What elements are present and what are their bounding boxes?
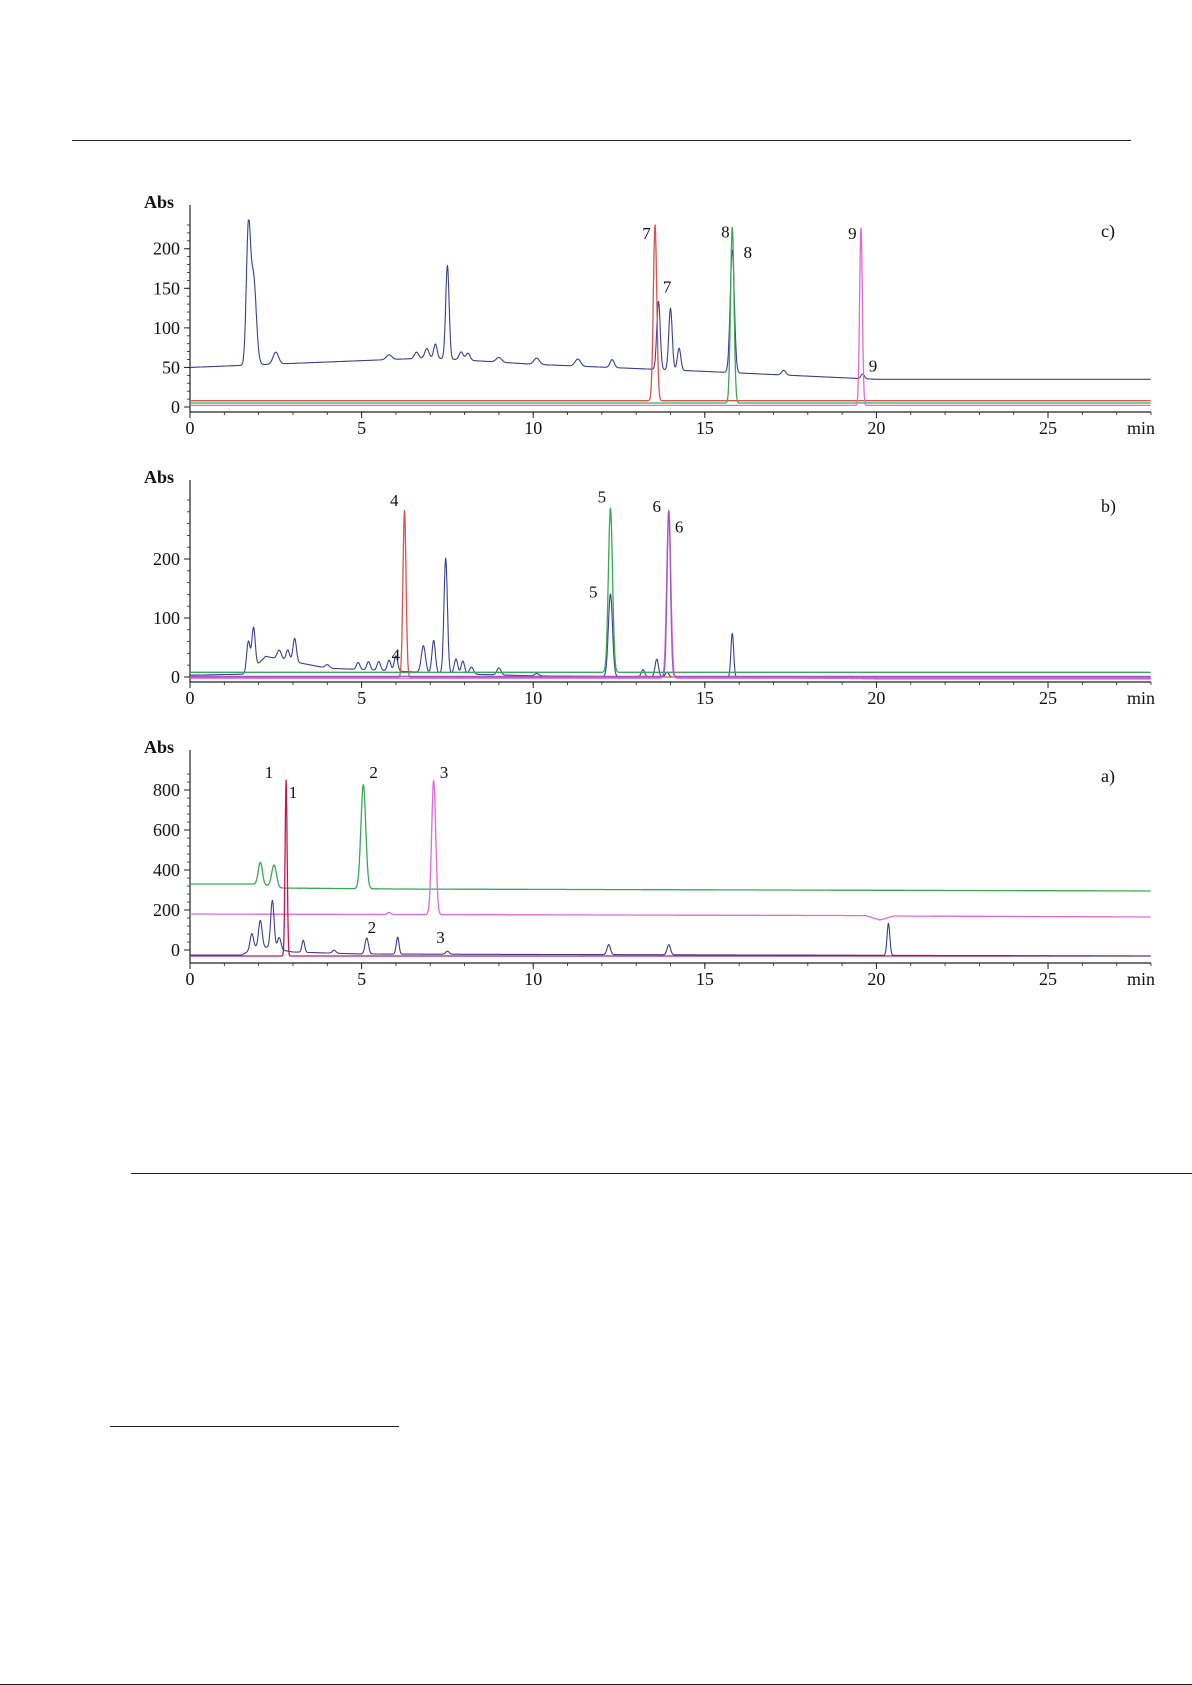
x-tick-label: 5 — [357, 688, 366, 708]
peak-label: 8 — [743, 243, 752, 262]
trace-line — [189, 779, 1151, 957]
x-tick-label: 25 — [1039, 969, 1057, 989]
y-tick-label: 100 — [153, 608, 180, 628]
peak-label: 6 — [653, 497, 662, 516]
y-tick-label: 600 — [153, 820, 180, 840]
x-tick-label: 25 — [1039, 688, 1057, 708]
y-tick-label: 0 — [171, 397, 180, 417]
y-tick-label: 400 — [153, 860, 180, 880]
trace-line — [189, 219, 1151, 380]
trace-line — [189, 226, 1151, 404]
peak-label: 4 — [392, 645, 401, 664]
trace-line — [189, 784, 1151, 892]
y-tick-label: 0 — [171, 940, 180, 960]
y-axis-title: Abs — [144, 192, 174, 212]
peak-label: 1 — [265, 763, 274, 782]
peak-label: 8 — [721, 223, 730, 242]
x-tick-label: 15 — [696, 688, 714, 708]
x-tick-label: 10 — [524, 969, 542, 989]
x-tick-label: 20 — [867, 969, 885, 989]
trace-line — [189, 507, 1151, 673]
y-tick-label: 100 — [153, 318, 180, 338]
y-tick-label: 0 — [171, 667, 180, 687]
y-axis-title: Abs — [144, 467, 174, 487]
x-tick-label: 0 — [186, 418, 195, 438]
peak-label: 9 — [848, 224, 857, 243]
x-tick-label: 20 — [867, 688, 885, 708]
y-tick-label: 800 — [153, 780, 180, 800]
peak-label: 9 — [869, 356, 878, 375]
peak-label: 3 — [440, 763, 449, 782]
y-tick-label: 200 — [153, 900, 180, 920]
x-tick-label: 5 — [357, 418, 366, 438]
footnote-rule — [110, 1426, 399, 1427]
x-tick-label: 15 — [696, 969, 714, 989]
trace-line — [189, 227, 1151, 407]
peak-label: 5 — [589, 582, 598, 601]
peak-label: 7 — [663, 277, 672, 296]
x-tick-label: 10 — [524, 688, 542, 708]
peak-label: 2 — [369, 763, 378, 782]
peak-label: 6 — [675, 517, 684, 536]
x-tick-label: 25 — [1039, 418, 1057, 438]
x-tick-label: 0 — [186, 969, 195, 989]
caption-rule — [131, 1173, 1192, 1174]
peak-label: 1 — [289, 783, 298, 802]
trace-line — [189, 779, 1151, 921]
panel-label: c) — [1101, 221, 1115, 242]
peak-label: 3 — [436, 928, 445, 947]
y-tick-label: 150 — [153, 278, 180, 298]
peak-label: 4 — [390, 491, 399, 510]
peak-label: 2 — [368, 918, 377, 937]
trace-line — [189, 224, 1151, 402]
x-tick-label: 10 — [524, 418, 542, 438]
x-axis-title: min — [1127, 418, 1155, 438]
x-axis-title: min — [1127, 969, 1155, 989]
y-tick-label: 50 — [162, 357, 180, 377]
panel-label: b) — [1101, 496, 1116, 517]
x-axis-title: min — [1127, 688, 1155, 708]
peak-label: 7 — [642, 224, 651, 243]
y-tick-label: 200 — [153, 239, 180, 259]
x-tick-label: 15 — [696, 418, 714, 438]
x-tick-label: 0 — [186, 688, 195, 708]
trace-line — [189, 899, 1151, 957]
top-rule — [72, 140, 1131, 141]
x-tick-label: 5 — [357, 969, 366, 989]
y-tick-label: 200 — [153, 549, 180, 569]
trace-line — [189, 510, 1151, 678]
y-axis-title: Abs — [144, 737, 174, 757]
panel-label: a) — [1101, 766, 1115, 787]
x-tick-label: 20 — [867, 418, 885, 438]
peak-label: 5 — [598, 487, 607, 506]
